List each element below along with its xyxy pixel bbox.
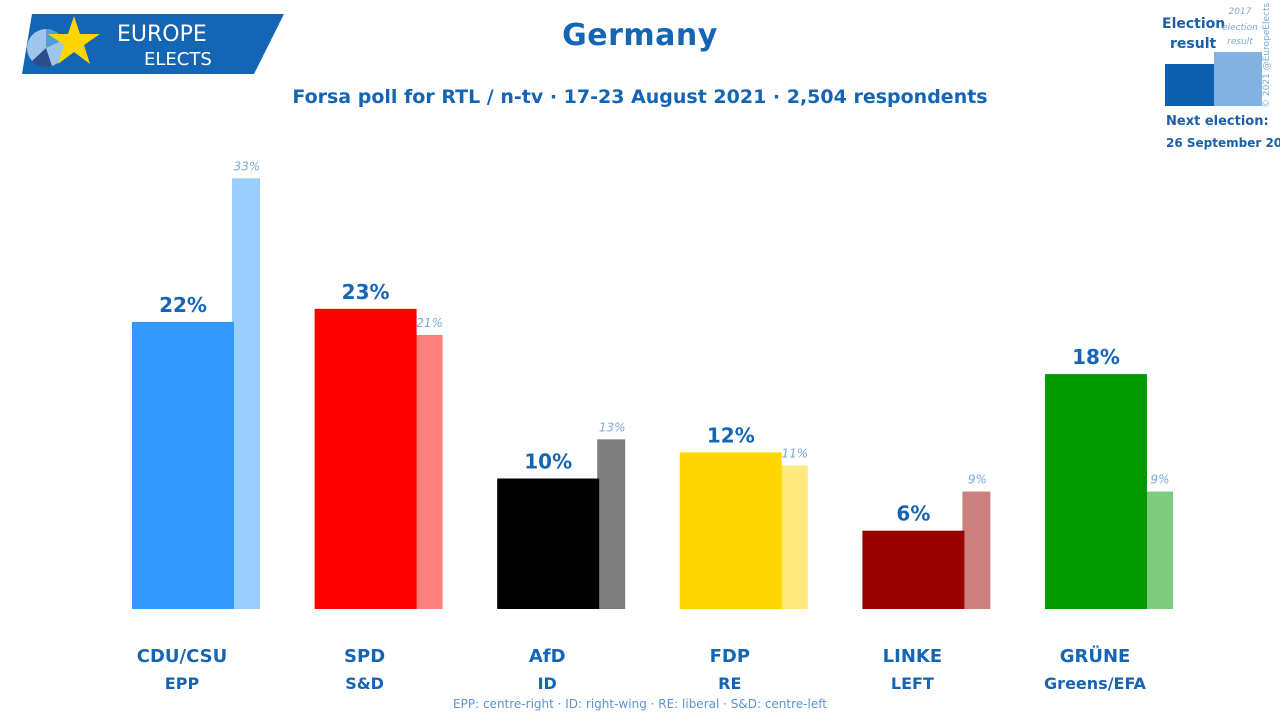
poll-value-label: 6%: [896, 502, 930, 526]
poll-value-label: 18%: [1072, 345, 1120, 369]
legend-previous-swatch: [1214, 52, 1262, 106]
party-group-label: ID: [538, 674, 557, 693]
logo-line1: EUROPE: [117, 22, 207, 47]
previous-result-bar: [779, 465, 808, 609]
previous-result-bar: [962, 491, 991, 609]
previous-value-label: 33%: [234, 159, 261, 173]
poll-result-bar: [679, 452, 782, 609]
legend-current-swatch: [1165, 64, 1217, 106]
poll-result-bar: [132, 321, 234, 609]
legend: Election result 2017 election result Nex…: [1150, 0, 1280, 160]
next-election-date: 26 September 2021: [1166, 136, 1280, 150]
legend-current-label-1: Election: [1162, 16, 1226, 32]
poll-value-label: 12%: [707, 423, 755, 447]
poll-result-bar: [1045, 374, 1147, 609]
legend-current-label-2: result: [1170, 36, 1217, 52]
party-group-label: S&D: [345, 674, 384, 693]
europe-elects-logo: EUROPE ELECTS: [22, 14, 284, 74]
party-name-label: FDP: [710, 646, 750, 667]
poll-value-label: 23%: [342, 280, 390, 304]
party-name-label: CDU/CSU: [137, 646, 227, 667]
party-group-label: RE: [718, 674, 741, 693]
party-group-label: LEFT: [891, 674, 934, 693]
previous-result-bar: [414, 334, 443, 609]
previous-value-label: 11%: [781, 446, 808, 460]
previous-value-label: 9%: [968, 473, 987, 487]
legend-previous-label-2: election: [1222, 23, 1258, 33]
chart-subtitle: Forsa poll for RTL / n-tv · 17-23 August…: [292, 86, 988, 108]
logo-line2: ELECTS: [144, 49, 212, 70]
legend-previous-label-3: result: [1227, 37, 1253, 47]
party-name-label: AfD: [529, 646, 566, 667]
previous-result-bar: [232, 178, 260, 609]
poll-result-bar: [862, 530, 965, 609]
previous-value-label: 13%: [599, 420, 626, 434]
party-name-label: GRÜNE: [1060, 645, 1131, 667]
previous-value-label: 21%: [416, 316, 443, 330]
chart-title: Germany: [562, 18, 718, 53]
previous-result-bar: [1145, 491, 1173, 609]
party-group-label: EPP: [165, 674, 200, 693]
legend-previous-label-1: 2017: [1228, 7, 1252, 17]
poll-result-bar: [497, 478, 600, 609]
group-footnote: EPP: centre-right · ID: right-wing · RE:…: [453, 697, 827, 711]
poll-value-label: 22%: [159, 293, 207, 317]
party-name-label: LINKE: [883, 646, 942, 667]
poll-result-bar: [314, 308, 417, 609]
previous-result-bar: [597, 439, 626, 609]
poll-value-label: 10%: [524, 450, 572, 474]
next-election-label: Next election:: [1166, 114, 1269, 129]
party-name-label: SPD: [344, 646, 385, 667]
party-group-label: Greens/EFA: [1044, 674, 1147, 693]
previous-value-label: 9%: [1150, 473, 1169, 487]
